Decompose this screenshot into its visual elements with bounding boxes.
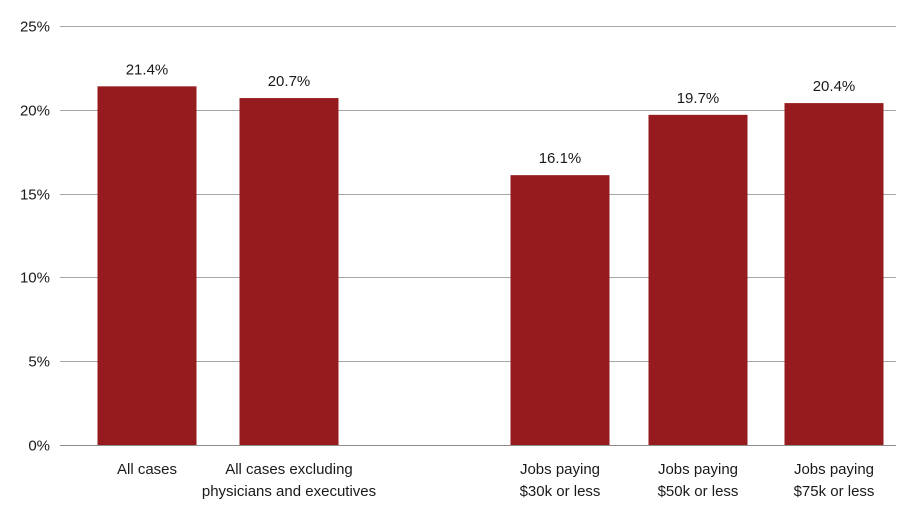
bar (648, 114, 748, 445)
data-labels: 21.4% 20.7% 16.1% 19.7% 20.4% (126, 61, 856, 167)
gridlines (60, 26, 896, 446)
bar (97, 86, 197, 445)
y-tick-label: 15% (20, 187, 50, 204)
data-label: 19.7% (677, 90, 720, 107)
y-tick-label: 25% (20, 19, 50, 36)
category-label: Jobs paying (520, 461, 600, 478)
category-label: $75k or less (794, 483, 875, 500)
category-label: Jobs paying (658, 461, 738, 478)
y-axis-tick-labels: 0% 5% 10% 15% 20% 25% (20, 19, 50, 455)
y-tick-label: 0% (28, 438, 50, 455)
category-label: All cases excluding (225, 461, 353, 478)
category-label: physicians and executives (202, 483, 376, 500)
bar (784, 103, 884, 445)
bar (239, 98, 339, 446)
category-label: $50k or less (658, 483, 739, 500)
category-label: All cases (117, 461, 177, 478)
y-tick-label: 10% (20, 270, 50, 287)
y-tick-label: 20% (20, 103, 50, 120)
data-label: 16.1% (539, 150, 582, 167)
category-labels: All cases All cases excluding physicians a… (117, 461, 874, 500)
data-label: 20.7% (268, 73, 311, 90)
category-label: Jobs paying (794, 461, 874, 478)
y-tick-label: 5% (28, 354, 50, 371)
bar (510, 175, 610, 445)
category-label: $30k or less (520, 483, 601, 500)
bars (97, 86, 884, 446)
data-label: 20.4% (813, 78, 856, 95)
data-label: 21.4% (126, 61, 169, 78)
